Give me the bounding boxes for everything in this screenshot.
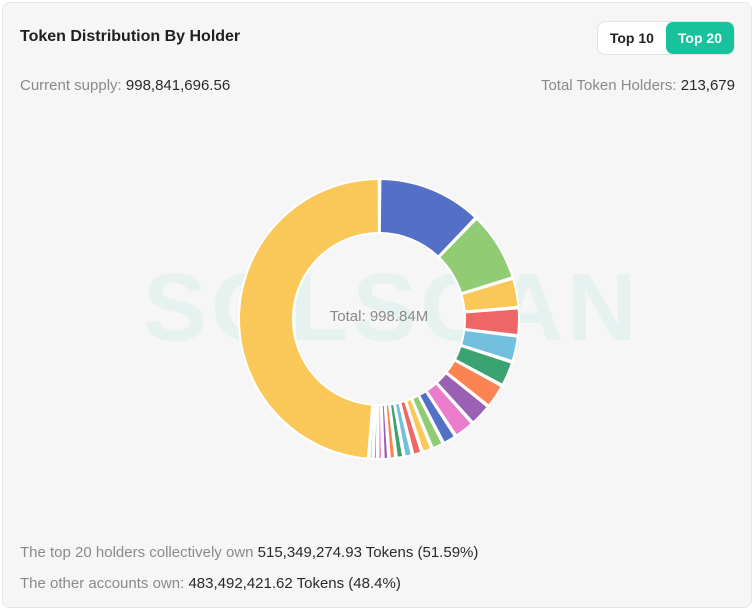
donut-slice-7[interactable] [445, 359, 503, 407]
current-supply-label: Current supply: [20, 77, 126, 94]
donut-slice-19[interactable] [372, 403, 379, 460]
top-holders-summary: The top 20 holders collectively own 515,… [20, 544, 478, 561]
donut-slice-12[interactable] [404, 397, 433, 453]
donut-slice-2[interactable] [437, 217, 514, 295]
donut-slice-20[interactable] [368, 403, 376, 460]
donut-center-label: Total: 998.84M [330, 308, 428, 325]
current-supply: Current supply: 998,841,696.56 [20, 77, 230, 94]
donut-slice-10[interactable] [418, 390, 456, 444]
donut-slice-8[interactable] [435, 372, 489, 424]
donut-slices [238, 178, 520, 460]
donut-slice-9[interactable] [425, 382, 473, 437]
donut-slice-4[interactable] [463, 307, 520, 337]
other-accounts-value: 483,492,421.62 Tokens (48.4%) [188, 575, 401, 592]
donut-chart: Total: 998.84M [238, 178, 520, 460]
donut-slice-13[interactable] [399, 399, 423, 456]
donut-slice-11[interactable] [411, 394, 444, 450]
top-holders-label: The top 20 holders collectively own [20, 544, 258, 561]
other-accounts-label: The other accounts own: [20, 575, 189, 592]
donut-slice-14[interactable] [393, 401, 413, 458]
other-accounts-summary: The other accounts own: 483,492,421.62 T… [20, 575, 401, 592]
total-holders-value: 213,679 [680, 77, 735, 94]
donut-slice-16[interactable] [384, 403, 397, 460]
top10-button[interactable]: Top 10 [598, 22, 666, 54]
donut-slice-1[interactable] [378, 178, 477, 258]
donut-slice-18[interactable] [377, 403, 383, 460]
donut-slice-15[interactable] [389, 402, 405, 459]
donut-slice-3[interactable] [460, 277, 520, 313]
top-n-toggle: Top 10 Top 20 [596, 21, 735, 55]
top20-button[interactable]: Top 20 [665, 22, 734, 54]
donut-slice-17[interactable] [380, 403, 390, 460]
current-supply-value: 998,841,696.56 [125, 77, 231, 94]
solscan-watermark: SOLSCAN [143, 254, 641, 361]
donut-slice-5[interactable] [460, 328, 519, 363]
total-holders: Total Token Holders: 213,679 [541, 77, 735, 94]
card-title: Token Distribution By Holder [20, 28, 241, 45]
top-holders-value: 515,349,274.93 Tokens (51.59%) [257, 544, 479, 561]
donut-slice-6[interactable] [453, 344, 513, 386]
donut-slice-21[interactable] [238, 178, 380, 460]
total-holders-label: Total Token Holders: [540, 77, 681, 94]
